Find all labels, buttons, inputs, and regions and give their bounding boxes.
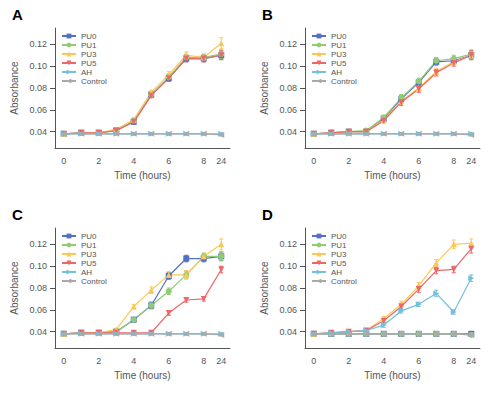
svg-text:0.04: 0.04 bbox=[29, 327, 47, 337]
svg-text:24: 24 bbox=[466, 156, 476, 166]
svg-text:Absorbance: Absorbance bbox=[259, 61, 270, 115]
svg-text:0.06: 0.06 bbox=[279, 105, 297, 115]
svg-text:PU0: PU0 bbox=[331, 32, 347, 41]
svg-text:0.12: 0.12 bbox=[29, 239, 47, 249]
svg-text:4: 4 bbox=[381, 156, 386, 166]
svg-text:Control: Control bbox=[81, 277, 107, 286]
svg-text:24: 24 bbox=[216, 356, 226, 366]
svg-text:0.06: 0.06 bbox=[279, 305, 297, 315]
svg-text:8: 8 bbox=[451, 156, 456, 166]
svg-text:0.10: 0.10 bbox=[279, 61, 297, 71]
svg-text:24: 24 bbox=[216, 156, 226, 166]
svg-text:PU0: PU0 bbox=[81, 32, 97, 41]
svg-text:0.04: 0.04 bbox=[279, 127, 297, 137]
svg-text:PU5: PU5 bbox=[81, 59, 97, 68]
svg-text:PU0: PU0 bbox=[331, 232, 347, 241]
svg-text:0.12: 0.12 bbox=[279, 39, 297, 49]
svg-text:6: 6 bbox=[166, 356, 171, 366]
svg-text:B: B bbox=[262, 6, 273, 23]
svg-text:0: 0 bbox=[311, 156, 316, 166]
svg-text:AH: AH bbox=[331, 68, 342, 77]
svg-text:0.08: 0.08 bbox=[279, 283, 297, 293]
svg-text:0.12: 0.12 bbox=[29, 39, 47, 49]
svg-text:PU1: PU1 bbox=[331, 41, 347, 50]
svg-text:Absorbance: Absorbance bbox=[259, 261, 270, 315]
svg-text:2: 2 bbox=[96, 156, 101, 166]
svg-text:PU1: PU1 bbox=[81, 41, 97, 50]
svg-text:8: 8 bbox=[201, 356, 206, 366]
svg-text:Time (hours): Time (hours) bbox=[114, 370, 170, 381]
svg-text:4: 4 bbox=[381, 356, 386, 366]
svg-text:4: 4 bbox=[131, 356, 136, 366]
svg-text:PU3: PU3 bbox=[81, 250, 97, 259]
svg-text:8: 8 bbox=[201, 156, 206, 166]
svg-text:PU3: PU3 bbox=[331, 250, 347, 259]
svg-text:2: 2 bbox=[96, 356, 101, 366]
svg-text:AH: AH bbox=[81, 268, 92, 277]
svg-text:2: 2 bbox=[346, 156, 351, 166]
svg-text:PU5: PU5 bbox=[331, 59, 347, 68]
svg-text:D: D bbox=[262, 206, 273, 223]
svg-text:0.06: 0.06 bbox=[29, 105, 47, 115]
svg-text:6: 6 bbox=[166, 156, 171, 166]
svg-text:6: 6 bbox=[416, 356, 421, 366]
svg-text:AH: AH bbox=[81, 68, 92, 77]
svg-text:Control: Control bbox=[331, 277, 357, 286]
svg-text:PU5: PU5 bbox=[81, 259, 97, 268]
svg-text:0.08: 0.08 bbox=[29, 83, 47, 93]
svg-text:8: 8 bbox=[451, 356, 456, 366]
svg-text:PU1: PU1 bbox=[331, 241, 347, 250]
svg-text:Time (hours): Time (hours) bbox=[114, 170, 170, 181]
svg-text:0.08: 0.08 bbox=[29, 283, 47, 293]
svg-text:0.08: 0.08 bbox=[279, 83, 297, 93]
svg-text:Time (hours): Time (hours) bbox=[364, 170, 420, 181]
svg-text:0: 0 bbox=[311, 356, 316, 366]
svg-text:0.04: 0.04 bbox=[29, 127, 47, 137]
svg-text:2: 2 bbox=[346, 356, 351, 366]
svg-text:0.04: 0.04 bbox=[279, 327, 297, 337]
svg-text:0: 0 bbox=[61, 156, 66, 166]
svg-text:PU3: PU3 bbox=[81, 50, 97, 59]
svg-text:4: 4 bbox=[131, 156, 136, 166]
svg-text:Time (hours): Time (hours) bbox=[364, 370, 420, 381]
svg-text:AH: AH bbox=[331, 268, 342, 277]
svg-text:24: 24 bbox=[466, 356, 476, 366]
svg-text:PU3: PU3 bbox=[331, 50, 347, 59]
svg-text:A: A bbox=[12, 6, 23, 23]
svg-text:6: 6 bbox=[416, 156, 421, 166]
svg-text:0.06: 0.06 bbox=[29, 305, 47, 315]
svg-text:Control: Control bbox=[331, 77, 357, 86]
svg-text:PU1: PU1 bbox=[81, 241, 97, 250]
svg-text:Absorbance: Absorbance bbox=[9, 261, 20, 315]
svg-text:0.10: 0.10 bbox=[29, 261, 47, 271]
svg-text:0.10: 0.10 bbox=[29, 61, 47, 71]
svg-text:Control: Control bbox=[81, 77, 107, 86]
svg-text:PU0: PU0 bbox=[81, 232, 97, 241]
svg-text:PU5: PU5 bbox=[331, 259, 347, 268]
svg-text:Absorbance: Absorbance bbox=[9, 61, 20, 115]
svg-text:0.12: 0.12 bbox=[279, 239, 297, 249]
svg-text:0: 0 bbox=[61, 356, 66, 366]
svg-text:0.10: 0.10 bbox=[279, 261, 297, 271]
svg-text:C: C bbox=[12, 206, 23, 223]
